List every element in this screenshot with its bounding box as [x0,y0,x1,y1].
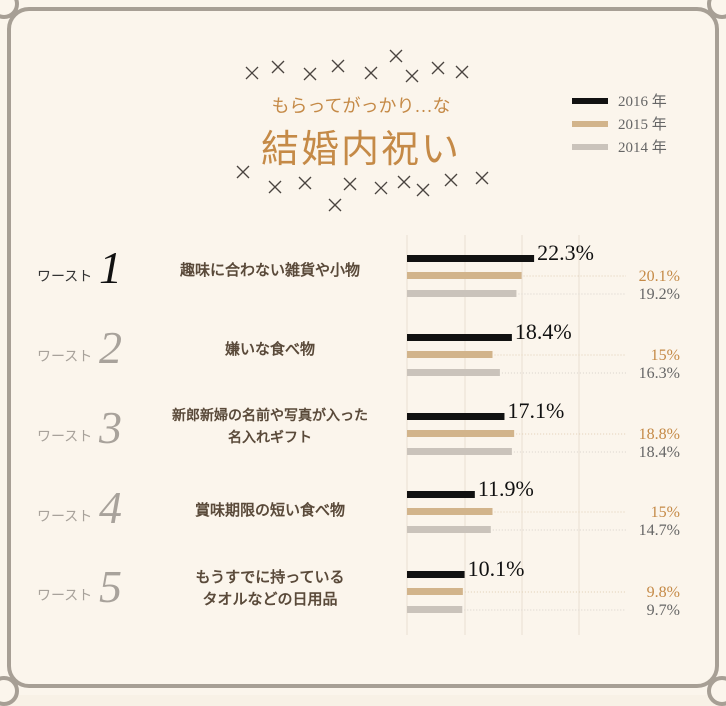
data-label: 14.7% [639,522,680,539]
data-label: 22.3% [537,240,594,265]
bar-2015 [407,351,493,358]
bar-2015 [407,272,522,279]
data-label: 15% [651,504,680,521]
bar-2015 [407,508,493,515]
data-label: 17.1% [507,398,564,423]
bar-2014 [407,448,512,455]
data-label: 16.3% [639,365,680,382]
data-label: 9.7% [647,602,680,619]
data-label: 18.8% [639,426,680,443]
bar-2016 [407,413,504,420]
data-label: 9.8% [647,584,680,601]
bar-2016 [407,334,512,341]
data-label: 15% [651,347,680,364]
bar-2015 [407,588,463,595]
bar-2016 [407,491,475,498]
bar-2015 [407,430,514,437]
bar-2014 [407,526,491,533]
bar-2014 [407,606,462,613]
data-label: 18.4% [639,444,680,461]
data-label: 18.4% [515,319,572,344]
bar-2016 [407,255,534,262]
data-label: 11.9% [478,476,534,501]
data-label: 10.1% [468,556,525,581]
bar-2014 [407,369,500,376]
data-label: 20.1% [639,268,680,285]
bar-2014 [407,290,516,297]
bar-2016 [407,571,465,578]
data-label: 19.2% [639,286,680,303]
